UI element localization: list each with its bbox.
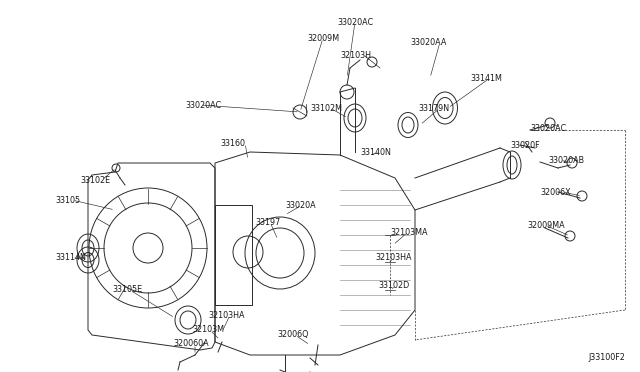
Text: 33114N: 33114N xyxy=(55,253,86,263)
Text: 33105: 33105 xyxy=(55,196,80,205)
Text: 32103M: 32103M xyxy=(192,326,224,334)
Text: 33197: 33197 xyxy=(255,218,280,227)
Text: 32006X: 32006X xyxy=(540,187,571,196)
Text: 33020F: 33020F xyxy=(510,141,540,150)
Text: 32103H: 32103H xyxy=(340,51,371,60)
Text: 33020A: 33020A xyxy=(285,201,316,209)
Text: 33140N: 33140N xyxy=(360,148,391,157)
Text: 320060A: 320060A xyxy=(173,340,209,349)
Text: 32009MA: 32009MA xyxy=(527,221,564,230)
Text: 33020AA: 33020AA xyxy=(410,38,446,46)
Text: 33102M: 33102M xyxy=(310,103,342,112)
Text: 32103HA: 32103HA xyxy=(375,253,412,263)
Text: 33102E: 33102E xyxy=(80,176,110,185)
Text: 33020AC: 33020AC xyxy=(530,124,566,132)
Text: 33160: 33160 xyxy=(220,138,245,148)
Text: 33179N: 33179N xyxy=(418,103,449,112)
Text: 33020AC: 33020AC xyxy=(185,100,221,109)
Text: 33102D: 33102D xyxy=(378,282,409,291)
Text: 32103MA: 32103MA xyxy=(390,228,428,237)
Text: 33020AC: 33020AC xyxy=(337,17,373,26)
Text: 33141M: 33141M xyxy=(470,74,502,83)
Text: 33020AB: 33020AB xyxy=(548,155,584,164)
Text: 32006Q: 32006Q xyxy=(277,330,308,340)
Text: J33100F2: J33100F2 xyxy=(588,353,625,362)
Text: 32009M: 32009M xyxy=(307,33,339,42)
Text: 33105E: 33105E xyxy=(112,285,142,295)
Text: 32103HA: 32103HA xyxy=(208,311,244,320)
